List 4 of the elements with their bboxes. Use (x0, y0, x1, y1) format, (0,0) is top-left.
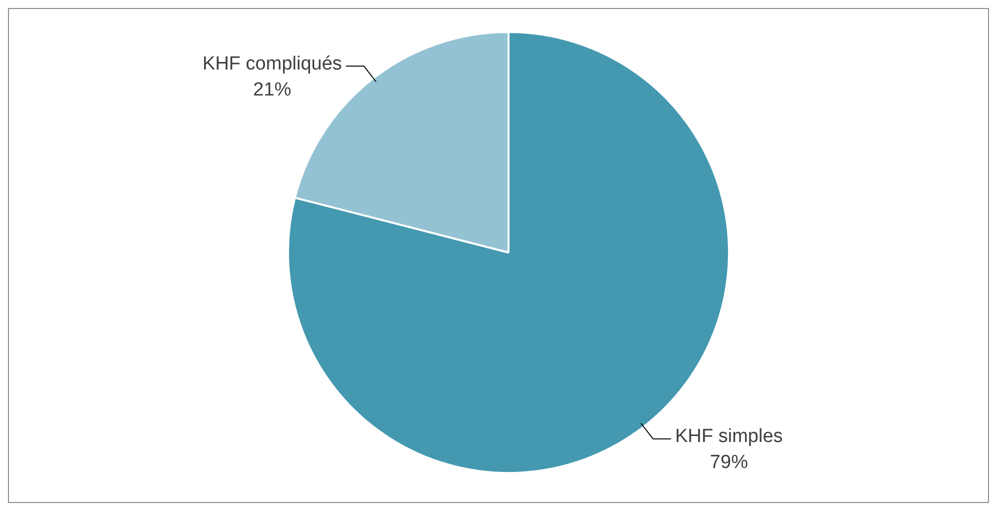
slice-label: KHF simples (675, 426, 783, 448)
slice-label: KHF compliqués (202, 53, 342, 74)
data-label: 21% (253, 79, 292, 100)
data-label: 79% (710, 452, 748, 474)
